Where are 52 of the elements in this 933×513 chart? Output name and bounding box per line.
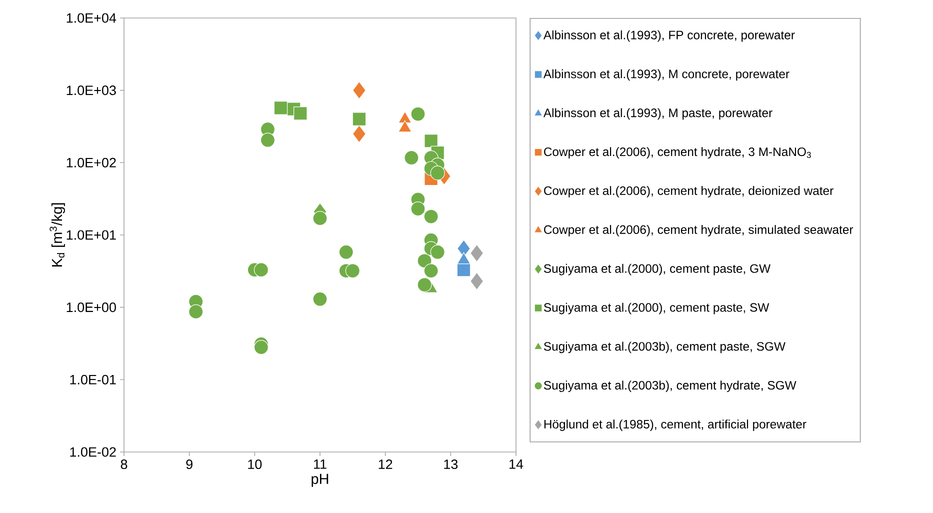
y-tick-label: 1.0E+00 bbox=[66, 302, 116, 312]
point bbox=[470, 272, 484, 290]
point bbox=[345, 263, 360, 278]
legend-label: Cowper et al.(2006), cement hydrate, simulated seawater bbox=[544, 224, 854, 236]
point bbox=[424, 134, 438, 148]
point bbox=[312, 211, 328, 226]
legend-label: Sugiyama et al.(2003b), cement hydrate, SGW bbox=[544, 380, 796, 392]
x-tick-label: 12 bbox=[378, 459, 392, 469]
x-tick-label: 10 bbox=[248, 459, 262, 470]
point bbox=[404, 150, 419, 166]
y-tick-label: 1.0E-02 bbox=[70, 447, 116, 457]
point bbox=[352, 124, 366, 143]
point bbox=[254, 340, 269, 355]
y-tick-label: 1.0E-01 bbox=[70, 374, 116, 384]
x-tick-label: 9 bbox=[186, 459, 192, 470]
point bbox=[424, 209, 438, 224]
y-tick-label: 1.0E+02 bbox=[66, 158, 116, 168]
point bbox=[430, 244, 445, 260]
point bbox=[352, 81, 366, 100]
x-tick-label: 14 bbox=[510, 459, 524, 469]
x-tick-label: 8 bbox=[120, 459, 128, 470]
legend-label: Höglund et al.(1985), cement, artificial porewater bbox=[544, 420, 806, 431]
legend-label: Cowper et al.(2006), cement hydrate, deionized water bbox=[544, 186, 834, 198]
point bbox=[417, 253, 432, 268]
legend-label: Cowper et al.(2006), cement hydrate, 3 M-NaNO$_{3}$ bbox=[544, 147, 811, 159]
point bbox=[312, 292, 328, 306]
x-tick-label: 11 bbox=[314, 459, 326, 469]
point bbox=[410, 202, 426, 216]
legend-label: Sugiyama et al.(2000), cement paste, SW bbox=[544, 302, 770, 314]
x-tick-label: 13 bbox=[444, 459, 458, 470]
legend-label: Albinsson et al.(1993), M paste, porewater bbox=[543, 108, 772, 120]
point bbox=[430, 166, 445, 180]
legend-label: Albinsson et al.(1993), M concrete, porewater bbox=[543, 69, 790, 81]
point bbox=[338, 244, 354, 260]
point bbox=[294, 106, 308, 120]
y-axis-title: K$_{d}$ [m$^{3}$/kg] bbox=[50, 203, 65, 267]
point bbox=[188, 304, 204, 319]
point bbox=[417, 277, 432, 292]
y-tick-label: 1.0E+01 bbox=[66, 230, 116, 240]
point bbox=[424, 263, 438, 278]
point bbox=[410, 106, 426, 122]
legend-label: Sugiyama et al.(2003b), cement paste, SGW bbox=[544, 342, 786, 354]
legend-label: Albinsson et al.(1993), FP concrete, porewater bbox=[543, 30, 795, 42]
point bbox=[254, 262, 269, 278]
point bbox=[260, 132, 276, 148]
point bbox=[470, 244, 484, 262]
y-tick-label: 1.0E+04 bbox=[66, 13, 116, 23]
y-tick-label: 1.0E+03 bbox=[66, 86, 116, 96]
x-axis-title: pH bbox=[312, 474, 328, 487]
legend-label: Sugiyama et al.(2000), cement paste, GW bbox=[544, 264, 771, 276]
point bbox=[352, 112, 366, 126]
point bbox=[274, 101, 288, 115]
